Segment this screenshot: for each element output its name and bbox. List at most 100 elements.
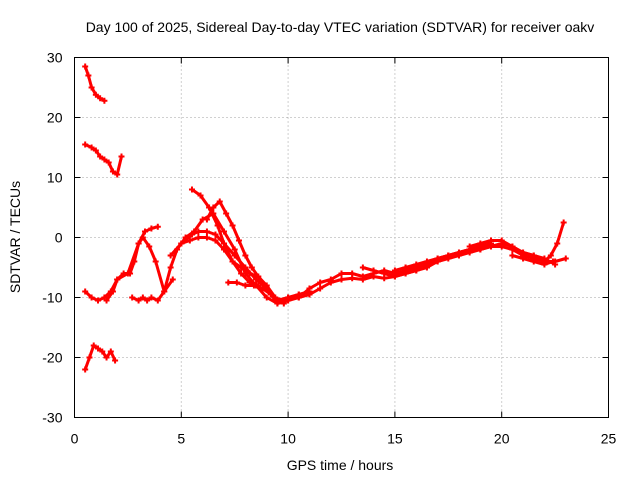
y-tick-label: 30: [47, 50, 63, 66]
data-point: [94, 345, 101, 352]
data-point: [82, 63, 89, 70]
data-point: [152, 258, 159, 265]
data-point: [139, 294, 146, 301]
x-tick-label: 20: [494, 431, 510, 447]
data-point: [381, 270, 388, 277]
data-point: [434, 255, 441, 262]
data-point: [285, 294, 292, 301]
data-point: [413, 261, 420, 268]
data-point: [88, 294, 95, 301]
data-point: [85, 72, 92, 79]
data-point: [221, 240, 228, 247]
data-point: [90, 342, 97, 349]
y-tick-label: -20: [42, 350, 62, 366]
series-layer: [82, 63, 569, 373]
data-point: [231, 252, 238, 259]
data-point: [520, 255, 527, 262]
data-point: [547, 252, 554, 259]
data-point: [231, 246, 238, 253]
data-point: [370, 267, 377, 274]
data-point: [114, 171, 121, 178]
data-point: [120, 270, 127, 277]
data-point: [259, 285, 266, 292]
y-tick-label: -30: [42, 410, 62, 426]
data-point: [154, 297, 161, 304]
data-point: [82, 366, 89, 373]
data-point: [97, 153, 104, 160]
data-point: [212, 231, 219, 238]
data-point: [197, 192, 204, 199]
data-point: [225, 279, 232, 286]
data-point: [221, 228, 228, 235]
data-point: [520, 249, 527, 256]
data-point: [530, 258, 537, 265]
data-point: [148, 294, 155, 301]
data-point: [97, 95, 104, 102]
x-tick-label: 5: [177, 431, 185, 447]
data-point: [280, 300, 287, 307]
data-point: [146, 243, 153, 250]
data-point: [317, 279, 324, 286]
data-point: [88, 84, 95, 91]
data-point: [242, 252, 249, 259]
data-point: [112, 357, 119, 364]
data-point: [238, 264, 245, 271]
data-point: [101, 97, 108, 104]
data-point: [109, 168, 116, 175]
data-point: [242, 282, 249, 289]
data-point: [188, 186, 195, 193]
data-point: [229, 258, 236, 265]
x-tick-label: 15: [387, 431, 403, 447]
data-point: [250, 282, 257, 289]
data-point: [88, 144, 95, 151]
data-point: [214, 222, 221, 229]
x-axis-label: GPS time / hours: [287, 457, 394, 473]
data-point: [509, 252, 516, 259]
data-point: [154, 223, 161, 230]
data-point: [317, 285, 324, 292]
data-point: [327, 279, 334, 286]
data-point: [272, 294, 279, 301]
data-point: [203, 216, 210, 223]
data-point: [541, 261, 548, 268]
data-point: [263, 282, 270, 289]
data-point: [455, 249, 462, 256]
grid: [74, 57, 609, 418]
y-tick-label: -10: [42, 290, 62, 306]
data-point: [188, 231, 195, 238]
data-point: [169, 276, 176, 283]
data-point: [488, 240, 495, 247]
data-point: [562, 255, 569, 262]
data-point: [161, 288, 168, 295]
data-point: [295, 294, 302, 301]
data-point: [445, 252, 452, 259]
data-point: [223, 210, 230, 217]
data-point: [359, 264, 366, 271]
data-point: [167, 264, 174, 271]
data-point: [233, 279, 240, 286]
data-point: [498, 237, 505, 244]
data-point: [195, 234, 202, 241]
data-point: [530, 252, 537, 259]
data-point: [235, 237, 242, 244]
data-point: [101, 156, 108, 163]
data-point: [255, 273, 262, 280]
data-point: [216, 198, 223, 205]
data-point: [391, 270, 398, 277]
data-point: [248, 264, 255, 271]
data-point: [203, 228, 210, 235]
data-point: [306, 291, 313, 298]
x-tick-label: 10: [280, 431, 296, 447]
data-point: [466, 246, 473, 253]
data-point: [103, 297, 110, 304]
data-point: [423, 258, 430, 265]
x-tick-label: 0: [71, 431, 79, 447]
data-point: [246, 270, 253, 277]
data-point: [195, 228, 202, 235]
data-point: [509, 243, 516, 250]
chart-title: Day 100 of 2025, Sidereal Day-to-day VTE…: [86, 19, 595, 35]
data-point: [105, 159, 112, 166]
data-point: [103, 354, 110, 361]
data-point: [107, 348, 114, 355]
data-point: [212, 237, 219, 244]
